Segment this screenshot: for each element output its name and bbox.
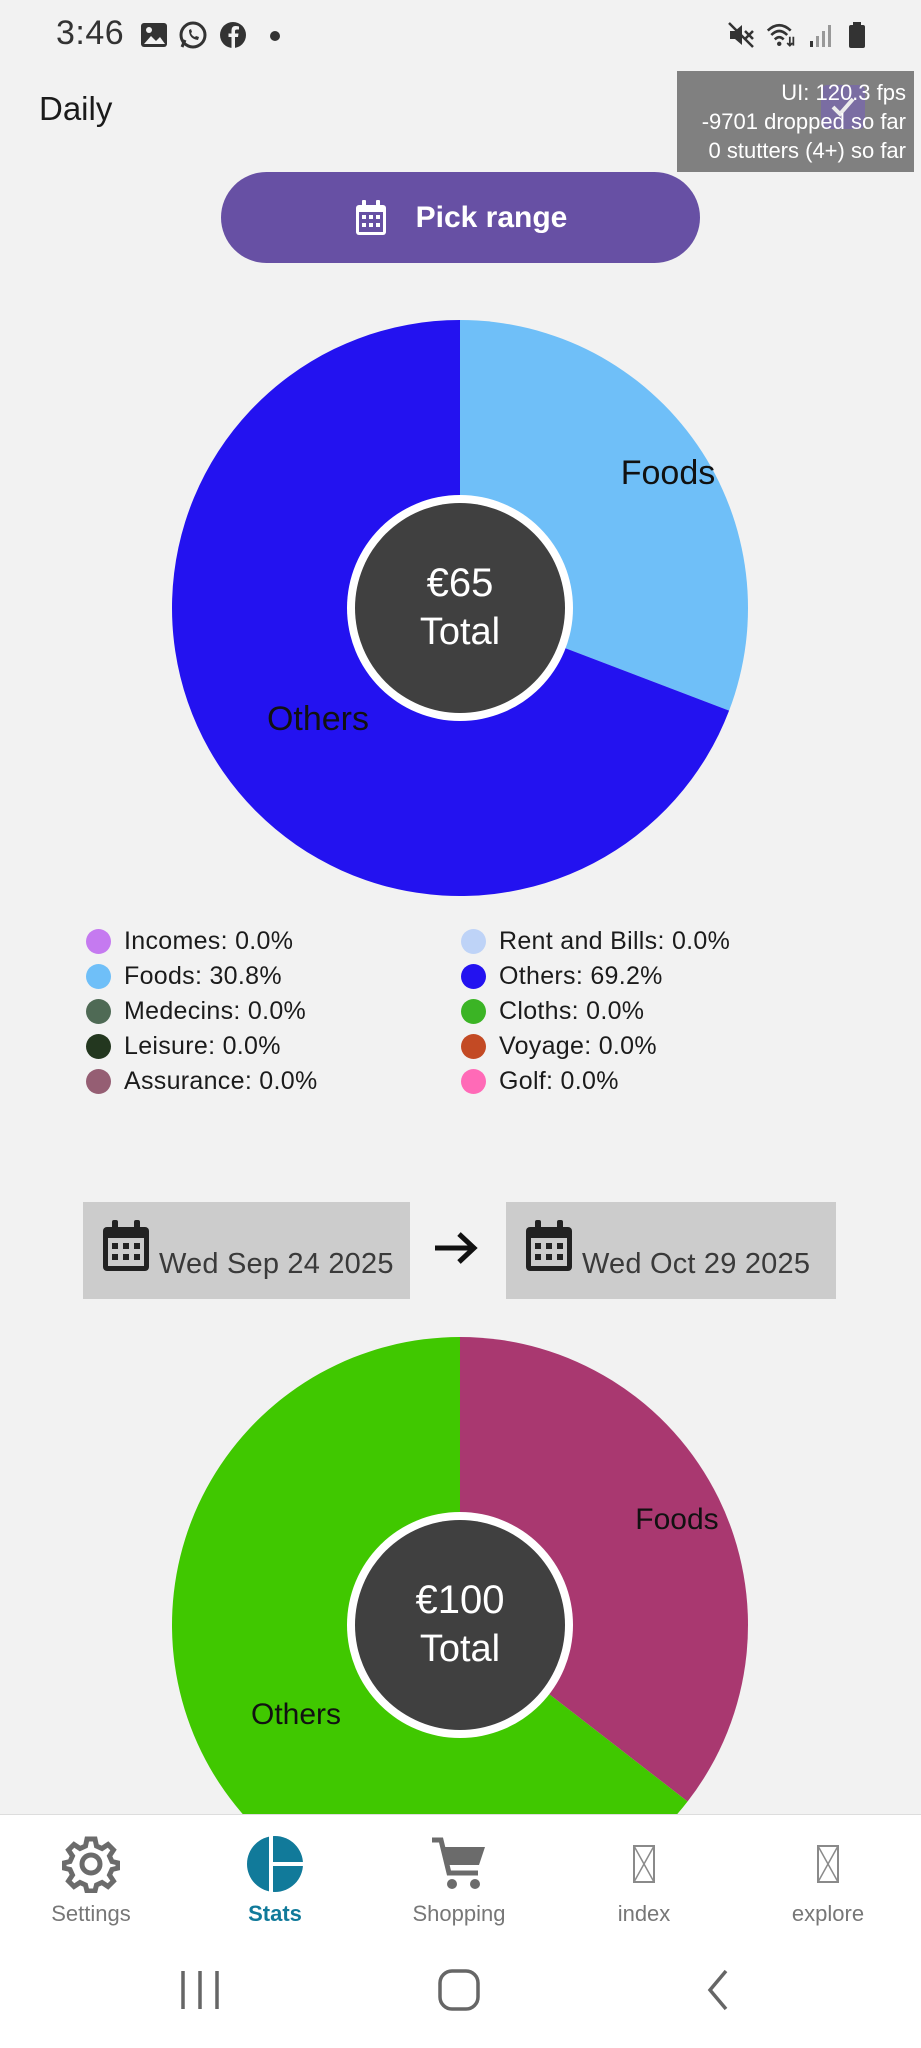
chart-legend: Incomes: 0.0% Rent and Bills: 0.0% Foods: …: [86, 926, 846, 1096]
facebook-icon: [220, 22, 246, 48]
total-amount: €100: [416, 1578, 505, 1622]
legend-label: Assurance: 0.0%: [124, 1066, 318, 1095]
recent-apps-icon[interactable]: [175, 1965, 225, 2015]
start-date-button[interactable]: Wed Sep 24 2025: [83, 1202, 410, 1299]
whatsapp-icon: [179, 21, 207, 49]
nav-index[interactable]: index: [569, 1833, 719, 1927]
pie-chart-icon: [247, 1836, 303, 1892]
center-disc: [355, 1520, 565, 1730]
missing-glyph-icon: [633, 1845, 655, 1883]
fps-line: UI: 120.3 fps: [781, 80, 906, 105]
legend-swatch: [86, 998, 111, 1024]
mute-icon: [728, 22, 754, 48]
gear-icon: [62, 1836, 120, 1893]
bottom-nav: Settings Stats Shopping: [0, 1814, 921, 2048]
pick-range-label: Pick range: [415, 200, 568, 234]
legend-item: Rent and Bills: 0.0%: [461, 926, 836, 956]
legend-item: Voyage: 0.0%: [461, 1031, 836, 1061]
calendar-icon: [526, 1220, 572, 1271]
legend-label: Medecins: 0.0%: [124, 996, 307, 1025]
page-title: Daily: [39, 90, 113, 127]
calendar-icon: [103, 1220, 149, 1271]
total-amount: €65: [427, 561, 494, 605]
image-icon: [141, 23, 167, 47]
checkbox-icon: [821, 85, 865, 129]
legend-swatch: [86, 928, 111, 954]
legend-swatch: [86, 1033, 111, 1059]
slice-label: Others: [251, 1698, 341, 1731]
legend-item: Medecins: 0.0%: [86, 996, 461, 1026]
nav-explore[interactable]: explore: [753, 1833, 903, 1927]
missing-glyph-icon: [817, 1845, 839, 1883]
back-icon[interactable]: [693, 1965, 743, 2015]
nav-explore-label: explore: [791, 1901, 865, 1926]
nav-index-label: index: [617, 1901, 671, 1926]
legend-label: Leisure: 0.0%: [124, 1031, 281, 1060]
legend-item: Incomes: 0.0%: [86, 926, 461, 956]
status-bar: 3:46: [0, 0, 921, 74]
legend-swatch: [461, 998, 486, 1024]
legend-item: Golf: 0.0%: [461, 1066, 836, 1096]
pie-slice-foods: [460, 1337, 748, 1802]
cart-icon: [432, 1837, 485, 1889]
legend-label: Incomes: 0.0%: [124, 926, 294, 955]
battery-icon: [849, 22, 865, 48]
slice-label: Foods: [635, 1503, 718, 1536]
legend-item: Others: 69.2%: [461, 961, 836, 991]
legend-label: Others: 69.2%: [499, 961, 663, 990]
total-caption: Total: [420, 1628, 500, 1670]
legend-item: Cloths: 0.0%: [461, 996, 836, 1026]
legend-swatch: [461, 1033, 486, 1059]
notification-dot-icon: [270, 31, 280, 41]
fps-overlay: UI: 120.3 fps -9701 dropped so far 0 stu…: [677, 71, 914, 172]
legend-label: Cloths: 0.0%: [499, 996, 645, 1025]
legend-label: Golf: 0.0%: [499, 1066, 619, 1095]
calendar-icon: [355, 199, 386, 235]
total-caption: Total: [420, 611, 500, 653]
legend-item: Assurance: 0.0%: [86, 1066, 461, 1096]
nav-shopping-label: Shopping: [412, 1901, 506, 1926]
legend-item: Foods: 30.8%: [86, 961, 461, 991]
home-icon[interactable]: [434, 1965, 484, 2015]
signal-icon: [810, 25, 831, 47]
nav-settings[interactable]: Settings: [16, 1833, 166, 1927]
end-date-text: Wed Oct 29 2025: [582, 1248, 811, 1280]
dropped-line: -9701 dropped so far: [701, 109, 906, 134]
start-date-text: Wed Sep 24 2025: [159, 1248, 394, 1280]
legend-label: Foods: 30.8%: [124, 961, 282, 990]
pick-range-button[interactable]: Pick range: [221, 172, 700, 263]
legend-swatch: [86, 963, 111, 989]
legend-swatch: [86, 1068, 111, 1094]
nav-stats[interactable]: Stats: [200, 1833, 350, 1927]
legend-swatch: [461, 963, 486, 989]
nav-shopping[interactable]: Shopping: [384, 1833, 534, 1927]
legend-swatch: [461, 928, 486, 954]
status-time: 3:46: [56, 14, 125, 52]
wifi-icon: [766, 23, 795, 47]
legend-item: Leisure: 0.0%: [86, 1031, 461, 1061]
legend-label: Voyage: 0.0%: [499, 1031, 657, 1060]
legend-label: Rent and Bills: 0.0%: [499, 926, 731, 955]
legend-swatch: [461, 1068, 486, 1094]
nav-stats-label: Stats: [248, 1901, 302, 1926]
stutters-line: 0 stutters (4+) so far: [708, 138, 906, 163]
nav-settings-label: Settings: [51, 1901, 131, 1926]
arrow-right-icon: [435, 1232, 478, 1264]
pie-chart-daily: Foods Others €65 Total: [171, 320, 748, 897]
slice-label: Foods: [621, 454, 716, 492]
pie-chart-range: Foods Others €100 Total: [172, 1337, 748, 1814]
center-disc: [355, 503, 565, 713]
slice-label: Others: [267, 700, 369, 738]
end-date-button[interactable]: Wed Oct 29 2025: [506, 1202, 836, 1299]
